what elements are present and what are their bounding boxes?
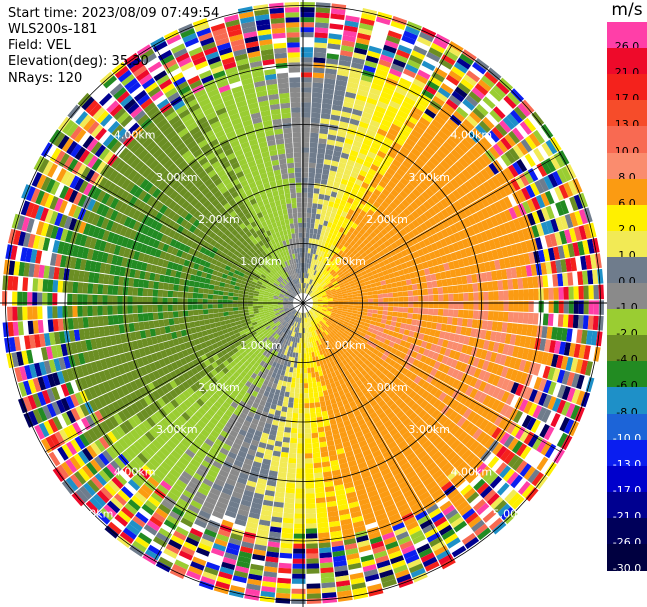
colorbar-swatch	[607, 22, 647, 49]
colorbar-swatch	[607, 544, 647, 571]
colorbar-swatch	[607, 204, 647, 232]
site-label: WLS200s-181	[8, 22, 98, 37]
ring-label: 1.00km	[240, 339, 282, 352]
ring-labels: 1.00km 1.00km 1.00km 1.00km 2.00km 2.00km 2.00…	[72, 129, 534, 521]
ring-label: 3.00km	[156, 171, 198, 184]
colorbar-swatch	[607, 48, 647, 75]
ring-label: 4.00km	[451, 129, 493, 142]
ring-label: 3.00km	[156, 423, 198, 436]
colorbar-label: -30.0	[612, 562, 642, 576]
ring-label: 2.00km	[366, 381, 408, 394]
ring-label: 4.00km	[114, 465, 156, 478]
colorbar-swatch	[607, 413, 647, 441]
colorbar-swatch	[607, 439, 647, 467]
colorbar-unit: m/s	[611, 0, 643, 20]
azimuth-line	[302, 302, 453, 561]
ring-label: 4.00km	[114, 129, 156, 142]
colorbar-swatch	[607, 283, 647, 310]
colorbar-swatch	[607, 361, 647, 388]
azimuth-line	[45, 153, 304, 304]
ring-label: 3.00km	[408, 423, 450, 436]
colorbar-swatch	[607, 465, 647, 493]
colorbar-swatch	[607, 309, 647, 336]
colorbar-swatch	[607, 387, 647, 414]
ring-label: 4.00km	[451, 465, 493, 478]
colorbar-swatch	[607, 335, 647, 362]
azimuth-line	[45, 302, 304, 453]
elevation-label: Elevation(deg): 35.30	[8, 54, 149, 69]
ring-label: 5.00km	[493, 507, 535, 520]
colorbar-swatch	[607, 230, 647, 258]
colorbar-swatch	[607, 126, 647, 153]
ring-label: 2.00km	[366, 213, 408, 226]
ring-label: 5.00km	[72, 507, 114, 520]
ring-label: 1.00km	[240, 255, 282, 268]
azimuth-line	[302, 45, 453, 304]
colorbar-swatch	[607, 256, 647, 284]
azimuth-line	[153, 45, 304, 304]
field-label: Field: VEL	[8, 38, 71, 53]
ring-label: 3.00km	[408, 171, 450, 184]
colorbar-swatch	[607, 100, 647, 127]
azimuth-line	[153, 302, 304, 561]
colorbar-swatch	[607, 74, 647, 101]
range-rings	[0, 0, 607, 607]
ppi-plot[interactable]: 1.00km 1.00km 1.00km 1.00km 2.00km 2.00km 2.00…	[0, 0, 607, 607]
colorbar-swatch	[607, 517, 647, 545]
ring-label: 2.00km	[198, 213, 240, 226]
start-time-label: Start time: 2023/08/09 07:49:54	[8, 6, 220, 21]
nrays-label: NRays: 120	[8, 71, 83, 86]
colorbar-swatch	[607, 152, 647, 180]
colorbar-swatch	[607, 491, 647, 519]
colorbar-swatch	[607, 178, 647, 206]
ring-label: 1.00km	[324, 339, 366, 352]
azimuth-line	[302, 302, 561, 453]
velocity-field	[2, 2, 604, 604]
ring-label: 1.00km	[324, 255, 366, 268]
azimuth-line	[302, 153, 561, 304]
ring-label: 2.00km	[198, 381, 240, 394]
